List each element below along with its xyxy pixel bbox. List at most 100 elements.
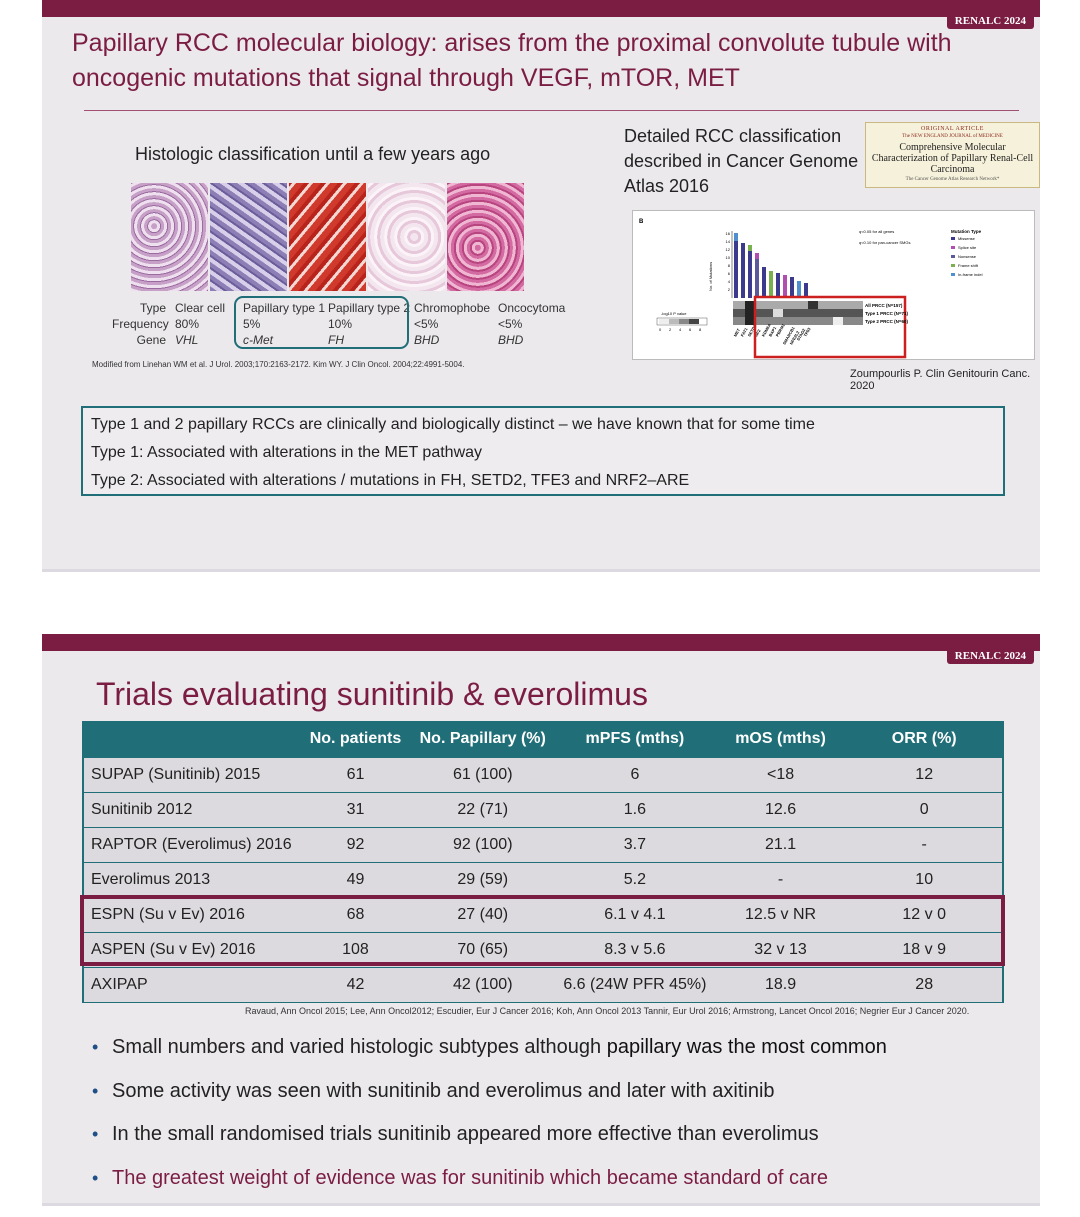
gene-label: KDM6A xyxy=(761,323,772,338)
col-header: mOS (mths) xyxy=(714,721,847,757)
slide-papillary-biology: RENALC 2024 Papillary RCC molecular biol… xyxy=(42,0,1040,572)
y-tick: 12 xyxy=(726,247,731,252)
table-cell: 12.5 v NR xyxy=(714,896,847,933)
slide-bottom-edge xyxy=(42,569,1040,572)
hist-type: Clear cell xyxy=(175,301,226,315)
bar-bap1 xyxy=(769,271,773,298)
heatmap-cell xyxy=(833,317,843,325)
gene-label: STAG2 xyxy=(796,327,807,341)
histology-col-chromophobe: Chromophobe <5% BHD xyxy=(414,300,494,348)
bar-nf2-cap xyxy=(755,253,759,259)
y-tick: 10 xyxy=(726,255,731,260)
table-row: ESPN (Su v Ev) 2016 68 27 (40) 6.1 v 4.1… xyxy=(83,896,1003,933)
table-row: RAPTOR (Everolimus) 2016 92 92 (100) 3.7… xyxy=(83,826,1003,863)
trials-reference: Ravaud, Ann Oncol 2015; Lee, Ann Oncol20… xyxy=(245,1006,970,1016)
table-cell: 70 (65) xyxy=(410,931,556,968)
gene-label: FAT1 xyxy=(740,326,749,337)
histology-col-papillary-2: Papillary type 2 10% FH xyxy=(328,300,414,348)
summary-box: Type 1 and 2 papillary RCCs are clinical… xyxy=(81,406,1005,496)
gene-label: PBRM1 xyxy=(775,322,787,337)
journal-tag: ORIGINAL ARTICLE xyxy=(921,126,984,132)
bullet-item: Some activity was seen with sunitinib an… xyxy=(92,1070,1012,1114)
y-tick: 14 xyxy=(726,239,731,244)
title-divider xyxy=(84,110,1019,111)
table-row: Sunitinib 2012 31 22 (71) 1.6 12.6 0 xyxy=(83,791,1003,828)
legend-title: Mutation Type xyxy=(951,229,982,234)
gene-label: SETD2 xyxy=(747,323,758,337)
histology-col-oncocytoma: Oncocytoma <5% BHD xyxy=(498,300,578,348)
table-cell: 42 xyxy=(300,966,411,1003)
histology-col-clear-cell: Clear cell 80% VHL xyxy=(175,300,255,348)
group-label: Type 2 PRCC (N=60) xyxy=(865,319,909,324)
slide-bottom-edge xyxy=(42,1203,1040,1206)
hist-frequency: 10% xyxy=(328,317,353,331)
table-cell: 18 v 9 xyxy=(846,931,1003,968)
histology-reference: Modified from Linehan WM et al. J Urol. … xyxy=(92,360,465,369)
bar-stag2 xyxy=(797,281,801,298)
top-bar xyxy=(42,634,1040,651)
table-cell: 12.6 xyxy=(714,791,847,828)
heatmap xyxy=(733,301,863,325)
oncocytoma-histology-image xyxy=(447,183,524,291)
table-cell: 92 xyxy=(300,826,411,863)
gene-label: BAP1 xyxy=(768,325,778,337)
journal-title: Comprehensive Molecular Characterization… xyxy=(871,142,1034,175)
bullet-list: Small numbers and varied histologic subt… xyxy=(92,1026,1012,1200)
table-cell: 61 xyxy=(300,756,411,793)
mutation-figure: B No. of Mutations 16 14 12 10 8 6 4 2 xyxy=(632,210,1035,360)
legend-swatch xyxy=(951,273,955,276)
table-cell: <18 xyxy=(714,756,847,793)
table-cell: 6.6 (24W PFR 45%) xyxy=(555,966,715,1003)
journal-name: The NEW ENGLAND JOURNAL of MEDICINE xyxy=(902,134,1003,139)
table-cell: 92 (100) xyxy=(410,826,556,863)
gene-label: NF2 xyxy=(754,328,762,338)
papillary-type2-histology-image xyxy=(289,183,366,291)
y-tick: 2 xyxy=(728,287,731,292)
bullet-item: In the small randomised trials sunitinib… xyxy=(92,1113,1012,1157)
col-header: mPFS (mths) xyxy=(555,721,715,757)
nejm-article-thumbnail: ORIGINAL ARTICLE The NEW ENGLAND JOURNAL… xyxy=(865,122,1040,188)
table-cell: 3.7 xyxy=(555,826,715,863)
y-tick: 8 xyxy=(728,263,731,268)
heatmap-cell xyxy=(773,309,783,317)
pvalue-tick: 8 xyxy=(699,327,702,332)
table-row: ASPEN (Su v Ev) 2016 108 70 (65) 8.3 v 5… xyxy=(83,931,1003,968)
table-cell: 68 xyxy=(300,896,411,933)
pvalue-label: -log10 P value xyxy=(661,311,687,316)
figure-note: q<0.10 for pan-cancer SMGs xyxy=(859,240,910,245)
gene-highlight-box xyxy=(753,295,907,359)
pvalue-tick: 6 xyxy=(689,327,692,332)
bar-nfe2l2 xyxy=(790,277,794,298)
table-cell: 5.2 xyxy=(555,861,715,898)
bar-fat1 xyxy=(741,243,745,298)
table-cell: 12 xyxy=(846,756,1003,793)
table-cell: 18.9 xyxy=(714,966,847,1003)
hist-gene: BHD xyxy=(498,333,524,347)
row-label-frequency: Frequency xyxy=(112,317,169,331)
col-header: ORR (%) xyxy=(846,721,1003,757)
y-tick: 6 xyxy=(728,271,731,276)
legend-label: Missense xyxy=(958,236,976,241)
table-cell: - xyxy=(846,826,1003,863)
top-bar xyxy=(42,0,1040,17)
table-cell: 12 v 0 xyxy=(846,896,1003,933)
table-cell: - xyxy=(714,861,847,898)
table-row: Everolimus 2013 49 29 (59) 5.2 - 10 xyxy=(83,861,1003,898)
histology-col-papillary-1: Papillary type 1 5% c-Met xyxy=(243,300,329,348)
slide-trials: RENALC 2024 Trials evaluating sunitinib … xyxy=(42,634,1040,1206)
bar-nf2 xyxy=(755,259,759,298)
papillary-highlight-box xyxy=(234,296,409,349)
journal-authors: The Cancer Genome Atlas Research Network… xyxy=(905,177,1000,182)
pvalue-tick: 0 xyxy=(659,327,662,332)
table-cell: 8.3 v 5.6 xyxy=(555,931,715,968)
heatmap-row xyxy=(733,301,863,309)
summary-line: Type 1 and 2 papillary RCCs are clinical… xyxy=(91,416,815,433)
brand-badge: RENALC 2024 xyxy=(946,13,1034,29)
row-label-gene: Gene xyxy=(136,333,166,347)
clear-cell-histology-image xyxy=(131,183,208,291)
heatmap-row xyxy=(733,309,863,317)
y-tick: 4 xyxy=(728,279,731,284)
pvalue-cell xyxy=(669,319,679,324)
table-cell: Everolimus 2013 xyxy=(83,861,301,898)
table-cell: 6.1 v 4.1 xyxy=(555,896,715,933)
